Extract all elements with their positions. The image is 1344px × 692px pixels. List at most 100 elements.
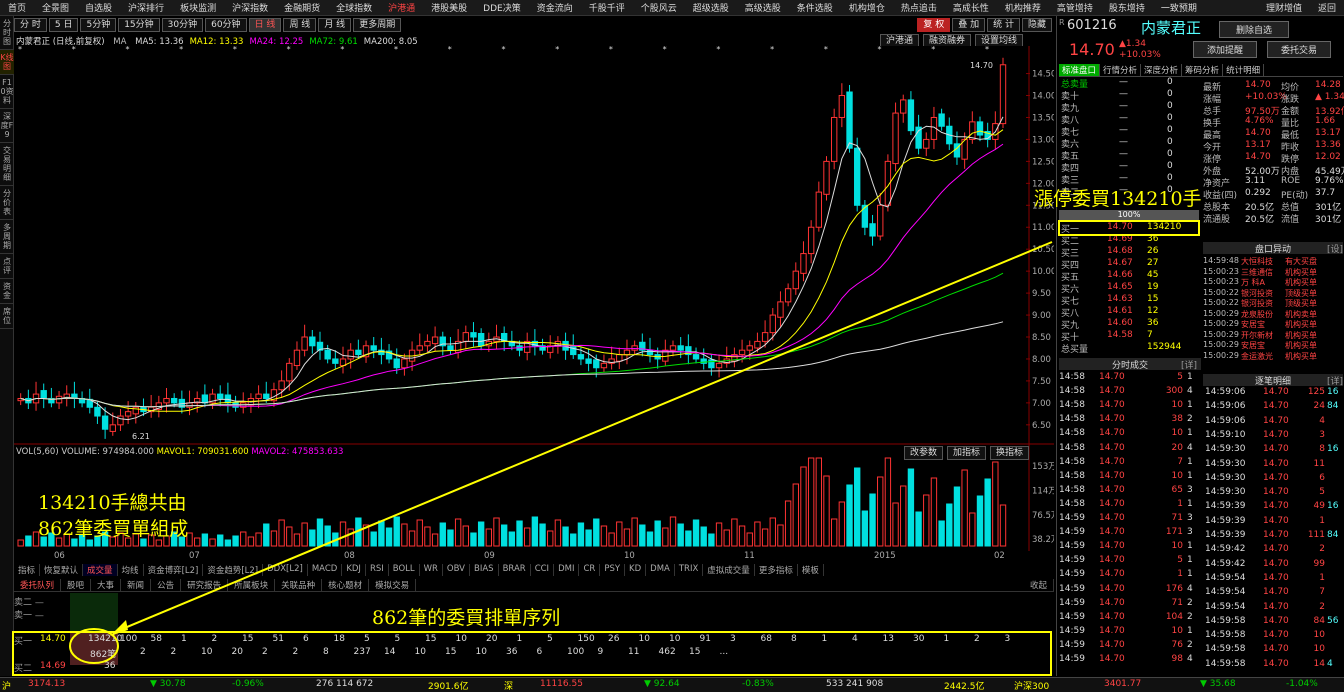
sidebar-item[interactable]: 交易明细 (0, 143, 14, 186)
panel-tab[interactable]: 标准盘口 (1059, 64, 1101, 76)
vol-option-button[interactable]: 改参数 (904, 446, 944, 460)
menu-item[interactable]: 沪深指数 (232, 4, 269, 14)
menu-item[interactable]: DDE决策 (483, 4, 521, 14)
menu-item[interactable]: 条件选股 (796, 4, 833, 14)
indicator-tab[interactable]: OBV (443, 564, 470, 576)
collapse-button[interactable]: 收起 (1024, 579, 1054, 591)
menu-item[interactable]: 金融期货 (284, 4, 321, 14)
queue-tab[interactable]: 委托队列 (14, 579, 62, 591)
sidebar-item[interactable]: 点评 (0, 254, 14, 279)
panel-tab[interactable]: 统计明细 (1223, 64, 1265, 76)
menu-item[interactable]: 港股美股 (431, 4, 468, 14)
indicator-tab[interactable]: BIAS (470, 564, 499, 576)
menu-item[interactable]: 沪深排行 (128, 4, 165, 14)
queue-tab[interactable]: 关联品种 (275, 579, 323, 591)
toolbar-button[interactable]: 统 计 (987, 18, 1020, 32)
panel-tab[interactable]: 深度分析 (1141, 64, 1183, 76)
menu-item[interactable]: 高级选股 (744, 4, 781, 14)
menu-item[interactable]: 资金流向 (536, 4, 573, 14)
sidebar-item[interactable]: K线图 (0, 50, 14, 75)
menu-item[interactable]: 全景图 (42, 4, 70, 14)
period-tab[interactable]: 15分钟 (118, 18, 160, 32)
panel-tab[interactable]: 行情分析 (1100, 64, 1142, 76)
sidebar-item[interactable]: 分价表 (0, 186, 14, 220)
queue-tab[interactable]: 公告 (151, 579, 182, 591)
indicator-tab[interactable]: CR (579, 564, 601, 576)
panel-button[interactable]: 添加提醒 (1193, 41, 1257, 58)
period-tab[interactable]: 5 日 (48, 18, 79, 32)
period-tab[interactable]: 月 线 (318, 18, 352, 32)
alert-row[interactable]: 15:00:29 金运激光 机构买单 (1203, 351, 1343, 363)
indicator-tab[interactable]: WR (420, 564, 443, 576)
alert-row[interactable]: 15:00:29 龙泉股份 机构卖单 (1203, 309, 1343, 321)
queue-tab[interactable]: 核心题材 (322, 579, 370, 591)
sidebar-item[interactable]: 深度F9 (0, 109, 14, 143)
period-tab[interactable]: 5分钟 (80, 18, 117, 32)
menu-item[interactable]: 板块监测 (180, 4, 217, 14)
period-tab[interactable]: 更多周期 (353, 18, 402, 32)
sidebar-item[interactable]: 多周期 (0, 220, 14, 254)
alert-row[interactable]: 15:00:22 银河投资 顶级买单 (1203, 298, 1343, 310)
menu-item[interactable]: 股东增持 (1108, 4, 1145, 14)
indicator-tab[interactable]: DMI (554, 564, 580, 576)
alert-more[interactable]: [设] (1327, 245, 1344, 255)
alert-row[interactable]: 15:00:23 万 科A 机构买单 (1203, 277, 1343, 289)
menu-item[interactable]: 超级选股 (692, 4, 729, 14)
menu-item[interactable]: 自选股 (85, 4, 113, 14)
indicator-tab[interactable]: PSY (600, 564, 626, 576)
indicator-tab[interactable]: KD (625, 564, 647, 576)
zhubi-more[interactable]: [详] (1327, 377, 1344, 387)
queue-tab[interactable]: 模拟交易 (369, 579, 417, 591)
toolbar-button[interactable]: 叠 加 (952, 18, 986, 32)
alert-row[interactable]: 15:00:29 安居宝 机构买单 (1203, 319, 1343, 331)
menu-item[interactable]: 机构推荐 (1004, 4, 1041, 14)
alert-row[interactable]: 14:59:48 大恒科技 有大买盘 (1203, 256, 1343, 268)
sidebar-item[interactable]: 席位 (0, 304, 14, 329)
indicator-tab[interactable]: RSI (366, 564, 389, 576)
sidebar-item[interactable]: 资金 (0, 279, 14, 304)
alert-row[interactable]: 15:00:23 三维通信 机构买单 (1203, 267, 1343, 279)
indicator-tab[interactable]: 模板 (798, 564, 824, 576)
menu-item[interactable]: 机构增仓 (848, 4, 885, 14)
period-tab[interactable]: 60分钟 (205, 18, 247, 32)
menu-item[interactable]: 热点追击 (900, 4, 937, 14)
period-tab[interactable]: 30分钟 (161, 18, 204, 32)
indicator-tab[interactable]: DDX[L2] (263, 564, 308, 576)
menu-item[interactable]: 首页 (8, 4, 27, 14)
sidebar-item[interactable]: F10资料 (0, 75, 14, 109)
indicator-tab[interactable]: CCI (531, 564, 555, 576)
toolbar-button[interactable]: 复 权 (917, 18, 951, 32)
indicator-tab[interactable]: DMA (646, 564, 675, 576)
sidebar-item[interactable]: 分时图 (0, 16, 14, 50)
queue-tab[interactable]: 研究报告 (181, 579, 229, 591)
indicator-tab[interactable]: BOLL (389, 564, 420, 576)
menu-item-right[interactable]: 返回 (1317, 4, 1336, 14)
period-tab[interactable]: 分 时 (14, 18, 47, 32)
indicator-tab[interactable]: KDJ (342, 564, 366, 576)
menu-item[interactable]: 高管增持 (1056, 4, 1093, 14)
queue-tab[interactable]: 股吧 (61, 579, 92, 591)
alert-row[interactable]: 15:00:29 安居宝 机构买单 (1203, 340, 1343, 352)
vol-option-button[interactable]: 加指标 (947, 446, 987, 460)
toolbar-button[interactable]: 隐藏 (1021, 18, 1052, 32)
period-tab[interactable]: 周 线 (283, 18, 317, 32)
alert-row[interactable]: 15:00:22 银河投资 顶级买单 (1203, 288, 1343, 300)
alert-row[interactable]: 15:00:29 开尔新材 机构买单 (1203, 330, 1343, 342)
menu-item-right[interactable]: 理财增值 (1265, 4, 1302, 14)
period-tab[interactable]: 日 线 (248, 18, 282, 32)
indicator-tab[interactable]: 恢复默认 (40, 564, 84, 576)
menu-item[interactable]: 高成长性 (952, 4, 989, 14)
menu-item[interactable]: 全球指数 (336, 4, 373, 14)
queue-tab[interactable]: 大事 (91, 579, 122, 591)
indicator-tab[interactable]: 指标 (14, 564, 41, 576)
queue-tab[interactable]: 新闻 (121, 579, 152, 591)
menu-item[interactable]: 一致预期 (1160, 4, 1197, 14)
vol-option-button[interactable]: 换指标 (990, 446, 1030, 460)
queue-tab[interactable]: 所属板块 (228, 579, 276, 591)
fenshi-more[interactable]: [详] (1181, 361, 1198, 371)
panel-tab[interactable]: 筹码分析 (1182, 64, 1224, 76)
indicator-tab[interactable]: TRIX (675, 564, 704, 576)
indicator-tab[interactable]: MACD (308, 564, 343, 576)
indicator-tab[interactable]: BRAR (499, 564, 531, 576)
indicator-tab[interactable]: 成交量 (83, 564, 118, 576)
